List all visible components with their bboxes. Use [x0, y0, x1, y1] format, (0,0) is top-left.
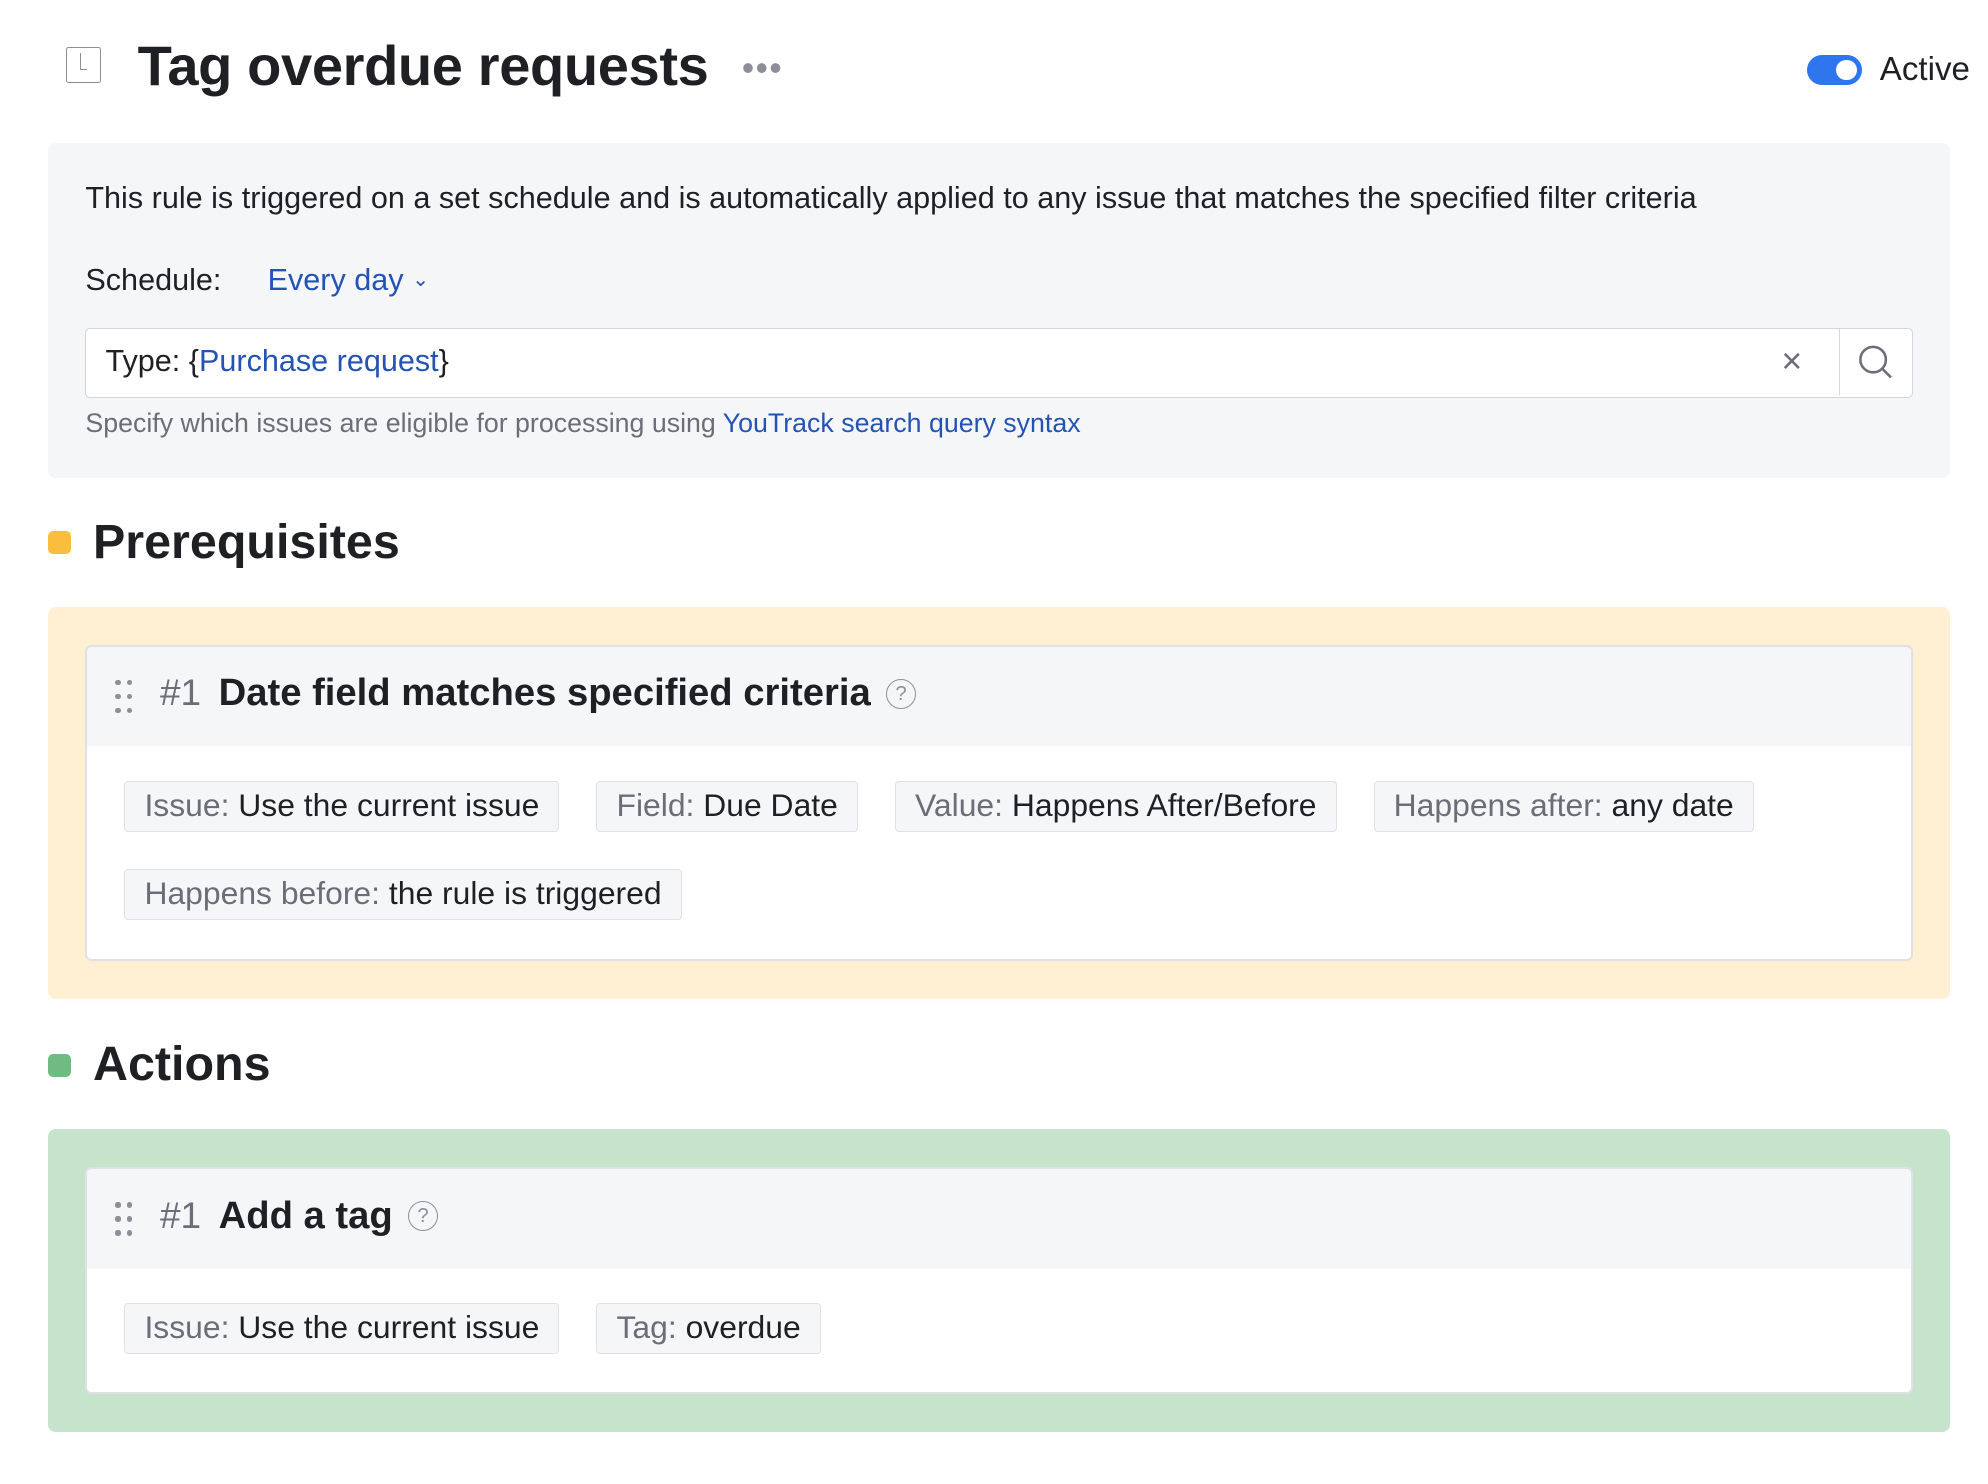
parameter-chip[interactable]: Value: Happens After/Before — [894, 780, 1337, 832]
schedule-panel: This rule is triggered on a set schedule… — [48, 142, 1950, 478]
query-value: Purchase request — [198, 343, 439, 378]
prerequisites-marker — [48, 531, 72, 555]
active-label: Active — [1879, 50, 1970, 88]
chip-key: Field: — [616, 786, 695, 823]
chip-key: Tag: — [616, 1309, 677, 1346]
ellipsis-icon[interactable]: ••• — [741, 48, 783, 89]
chip-key: Issue: — [144, 1309, 230, 1346]
query-suffix: } — [438, 343, 449, 378]
prerequisites-panel: #1 Date field matches specified criteria… — [48, 606, 1950, 1000]
search-icon — [1858, 345, 1892, 378]
action-card: #1 Add a tag? Issue: Use the current iss… — [85, 1167, 1913, 1395]
chip-key: Value: — [915, 786, 1004, 823]
chip-value: Use the current issue — [238, 786, 540, 823]
item-number: #1 — [160, 1194, 202, 1236]
chip-value: Due Date — [703, 786, 838, 823]
schedule-value: Every day — [267, 262, 404, 297]
help-icon[interactable]: ? — [886, 678, 917, 709]
chip-value: Happens After/Before — [1011, 786, 1317, 823]
parameter-chip[interactable]: Field: Due Date — [596, 780, 858, 832]
page-title: Tag overdue requests — [137, 34, 709, 98]
rule-icon — [66, 47, 101, 83]
search-query-input[interactable]: Type: {Purchase request} × — [85, 327, 1913, 398]
parameter-chip[interactable]: Happens before: the rule is triggered — [124, 868, 682, 920]
chip-key: Happens after: — [1393, 786, 1603, 823]
chip-value: any date — [1611, 786, 1734, 823]
parameter-chip[interactable]: Happens after: any date — [1373, 780, 1754, 832]
schedule-label: Schedule: — [85, 262, 222, 297]
prerequisites-heading: Prerequisites — [93, 514, 400, 569]
drag-handle-icon[interactable] — [115, 1202, 133, 1236]
parameter-chip[interactable]: Issue: Use the current issue — [124, 1303, 560, 1355]
card-title: Add a tag — [218, 1193, 393, 1237]
item-number: #1 — [160, 672, 202, 714]
search-button[interactable] — [1838, 328, 1913, 395]
card-title: Date field matches specified criteria — [218, 671, 871, 715]
parameter-chip[interactable]: Tag: overdue — [596, 1303, 821, 1355]
parameter-chip[interactable]: Issue: Use the current issue — [124, 780, 560, 832]
drag-handle-icon[interactable] — [115, 679, 133, 714]
query-syntax-link[interactable]: YouTrack search query syntax — [722, 407, 1081, 438]
rule-description: This rule is triggered on a set schedule… — [85, 180, 1697, 215]
active-toggle[interactable] — [1807, 54, 1862, 86]
chip-key: Happens before: — [144, 874, 381, 911]
help-text-body: Specify which issues are eligible for pr… — [85, 407, 723, 438]
actions-panel: #1 Add a tag? Issue: Use the current iss… — [48, 1129, 1950, 1433]
chip-value: the rule is triggered — [388, 874, 662, 911]
actions-heading: Actions — [93, 1037, 271, 1092]
chip-key: Issue: — [144, 786, 230, 823]
chip-value: overdue — [685, 1309, 801, 1346]
help-text: Specify which issues are eligible for pr… — [85, 408, 1080, 439]
close-icon[interactable]: × — [1781, 341, 1803, 382]
schedule-dropdown[interactable]: Every day ⌄ — [268, 263, 430, 298]
help-icon[interactable]: ? — [408, 1201, 439, 1232]
chip-value: Use the current issue — [238, 1309, 540, 1346]
prerequisite-card: #1 Date field matches specified criteria… — [85, 644, 1913, 961]
chevron-down-icon: ⌄ — [412, 268, 430, 291]
query-prefix: Type: { — [105, 343, 199, 378]
actions-marker — [48, 1053, 72, 1077]
